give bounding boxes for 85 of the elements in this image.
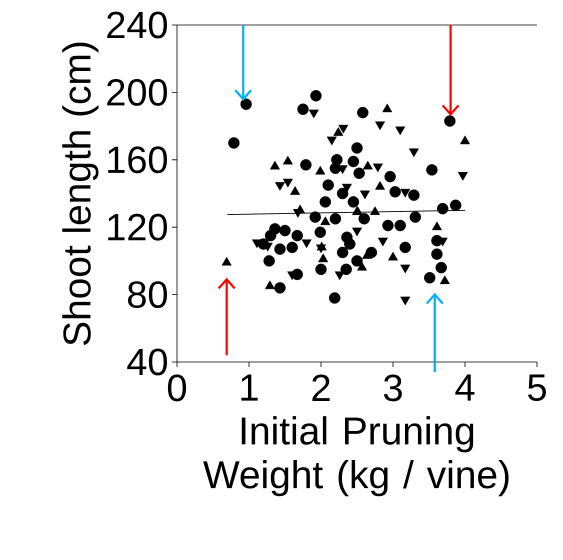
- point: [436, 262, 447, 274]
- point: [292, 230, 303, 242]
- point: [400, 296, 410, 306]
- point: [357, 106, 368, 118]
- point: [358, 213, 370, 224]
- point: [342, 184, 352, 192]
- point: [282, 178, 293, 188]
- x-tick-label: 1: [241, 374, 258, 401]
- point: [334, 271, 345, 280]
- x-tick-label: 4: [455, 374, 474, 401]
- x-tick-label: 0: [168, 374, 186, 402]
- point: [274, 182, 285, 191]
- x-tick-label: 2: [312, 374, 330, 401]
- y-tick-label: 80: [128, 281, 167, 308]
- point: [431, 248, 443, 260]
- point: [240, 98, 252, 110]
- point: [348, 196, 360, 208]
- point: [264, 280, 275, 290]
- point: [264, 230, 276, 242]
- point: [318, 254, 328, 262]
- point: [348, 156, 360, 168]
- point: [389, 186, 401, 198]
- y-axis-title: Shoot length (cm): [62, 42, 98, 346]
- point: [395, 126, 406, 136]
- point: [352, 228, 362, 236]
- point: [228, 137, 240, 149]
- point: [450, 200, 462, 211]
- point: [375, 121, 385, 130]
- y-tick-label: 200: [107, 78, 167, 106]
- point: [336, 246, 348, 258]
- point: [384, 170, 396, 182]
- point: [336, 188, 348, 200]
- point: [263, 255, 275, 267]
- point: [340, 264, 352, 276]
- point: [310, 211, 321, 223]
- point: [286, 242, 298, 254]
- point: [436, 202, 448, 214]
- point: [378, 238, 388, 246]
- point: [315, 264, 327, 276]
- y-tick-label: 120: [108, 214, 167, 241]
- point: [400, 264, 410, 274]
- point: [351, 142, 363, 154]
- point: [372, 164, 383, 172]
- y-tick-label: 160: [108, 146, 167, 174]
- point: [408, 189, 420, 201]
- x-tick-label: 3: [384, 374, 402, 402]
- y-tick-label: 40: [127, 348, 167, 376]
- point: [279, 224, 291, 236]
- point: [458, 172, 468, 181]
- point: [338, 124, 348, 134]
- point: [300, 159, 312, 171]
- point: [314, 226, 326, 238]
- point: [320, 196, 332, 208]
- point: [310, 90, 322, 102]
- point: [322, 179, 334, 191]
- point: [328, 292, 340, 304]
- point: [252, 239, 262, 248]
- point: [394, 220, 406, 232]
- point: [308, 110, 319, 118]
- x-axis-title: Initial Pruning Weight (kg / vine): [203, 416, 509, 496]
- point: [330, 213, 342, 224]
- point: [440, 275, 450, 284]
- point: [360, 190, 370, 200]
- point: [344, 238, 356, 250]
- point: [400, 242, 411, 254]
- point: [382, 220, 394, 232]
- point: [297, 104, 309, 115]
- y-tick-label: 240: [107, 12, 167, 38]
- point: [274, 243, 286, 255]
- point: [353, 168, 365, 179]
- x-tick-label: 5: [528, 374, 546, 401]
- point: [274, 282, 286, 294]
- point: [424, 272, 436, 284]
- point: [426, 164, 438, 176]
- point: [357, 262, 367, 271]
- point: [302, 239, 312, 248]
- point: [410, 211, 422, 223]
- point: [432, 222, 442, 230]
- point: [444, 115, 456, 127]
- point: [400, 188, 410, 198]
- point: [362, 250, 372, 259]
- point: [326, 136, 337, 146]
- point: [408, 148, 419, 158]
- point: [222, 256, 232, 266]
- point: [351, 255, 363, 267]
